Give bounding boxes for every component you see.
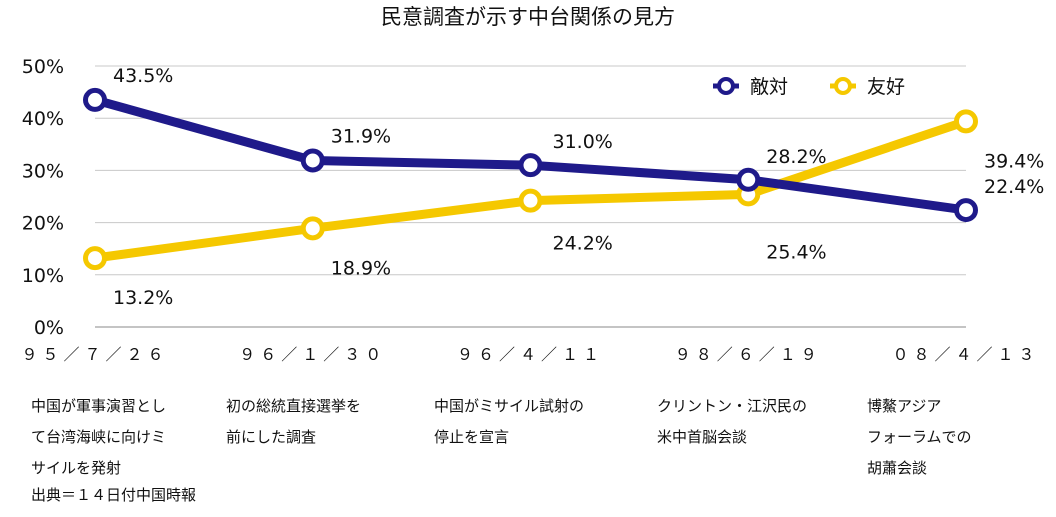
event-note-line: て台湾海峡に向けミ <box>31 428 167 446</box>
data-point-hostile <box>300 148 325 173</box>
chart-svg: 民意調査が示す中台関係の見方 0% 10% 20% 30% 40% 50% ９５／７／２６… <box>21 5 1044 364</box>
x-tick-label: ９６／４／１１ <box>457 345 604 364</box>
y-axis: 0% 10% 20% 30% 40% 50% <box>22 56 64 339</box>
x-tick-label: ０８／４／１３ <box>892 345 1039 364</box>
chart-title: 民意調査が示す中台関係の見方 <box>381 5 675 29</box>
data-labels: 43.5% 31.9% 31.0% 28.2% 22.4% 13.2% 18.9% 24.2%… <box>113 65 1044 309</box>
legend-label: 友好 <box>867 76 905 98</box>
y-tick-label: 50% <box>22 56 64 78</box>
data-label: 22.4% <box>984 176 1044 198</box>
data-label: 31.9% <box>331 125 391 147</box>
y-tick-label: 40% <box>22 108 64 130</box>
source-note: 出典＝１４日付中国時報 <box>31 486 197 504</box>
event-note: 中国が軍事演習とし て台湾海峡に向けミ サイルを発射 <box>31 391 166 484</box>
event-note: クリントン・江沢民の 米中首脳会談 <box>657 391 807 453</box>
event-note: 中国がミサイル試射の 停止を宣言 <box>434 391 584 453</box>
data-label: 39.4% <box>984 150 1044 172</box>
data-label: 18.9% <box>331 257 391 279</box>
event-note-line: サイルを発射 <box>31 459 122 477</box>
data-label: 28.2% <box>766 146 826 168</box>
x-axis: ９５／７／２６ ９６／１／３０ ９６／４／１１ ９８／６／１９ ０８／４／１３ <box>21 345 1039 364</box>
data-point-friendly <box>954 109 978 134</box>
data-label: 43.5% <box>113 65 173 87</box>
legend: 敵対 友好 <box>713 76 905 98</box>
grid <box>95 65 966 328</box>
event-note: 初の総統直接選挙を 前にした調査 <box>226 391 361 453</box>
event-note-line: 初の総統直接選挙を <box>226 397 362 415</box>
event-note-line: 米中首脳会談 <box>657 428 748 446</box>
data-point-hostile <box>518 153 543 178</box>
series-lines <box>90 95 971 263</box>
series-points <box>83 87 978 271</box>
data-point-friendly <box>300 216 325 241</box>
x-tick-label: ９５／７／２６ <box>21 345 168 364</box>
data-point-hostile <box>736 167 761 192</box>
x-tick-label: ９８／６／１９ <box>675 345 822 364</box>
event-note-line: 前にした調査 <box>226 428 317 446</box>
event-note-line: フォーラムでの <box>867 428 972 446</box>
y-tick-label: 10% <box>22 265 64 287</box>
event-note-line: クリントン・江沢民の <box>657 397 808 415</box>
x-tick-label: ９６／１／３０ <box>239 345 386 364</box>
event-note-line: 停止を宣言 <box>434 428 510 446</box>
data-point-friendly <box>83 246 107 271</box>
event-note-line: 博鰲アジア <box>867 397 942 415</box>
data-label: 13.2% <box>113 287 173 309</box>
legend-swatch-marker <box>834 77 852 95</box>
y-tick-label: 30% <box>22 160 64 182</box>
data-point-hostile <box>83 87 107 112</box>
legend-label: 敵対 <box>750 76 788 98</box>
event-note: 博鰲アジアフォーラムでの 胡蕭会談 <box>867 391 972 484</box>
event-note-line: 胡蕭会談 <box>867 459 928 477</box>
data-point-friendly <box>518 188 543 213</box>
legend-swatch-marker <box>717 77 735 95</box>
event-note-line: 中国が軍事演習とし <box>31 397 167 415</box>
data-point-hostile <box>954 198 978 223</box>
event-note-line: 中国がミサイル試射の <box>434 397 585 415</box>
data-label: 24.2% <box>553 233 613 255</box>
data-label: 31.0% <box>553 131 613 153</box>
y-tick-label: 0% <box>34 317 64 339</box>
data-label: 25.4% <box>766 241 826 263</box>
y-tick-label: 20% <box>22 213 64 235</box>
